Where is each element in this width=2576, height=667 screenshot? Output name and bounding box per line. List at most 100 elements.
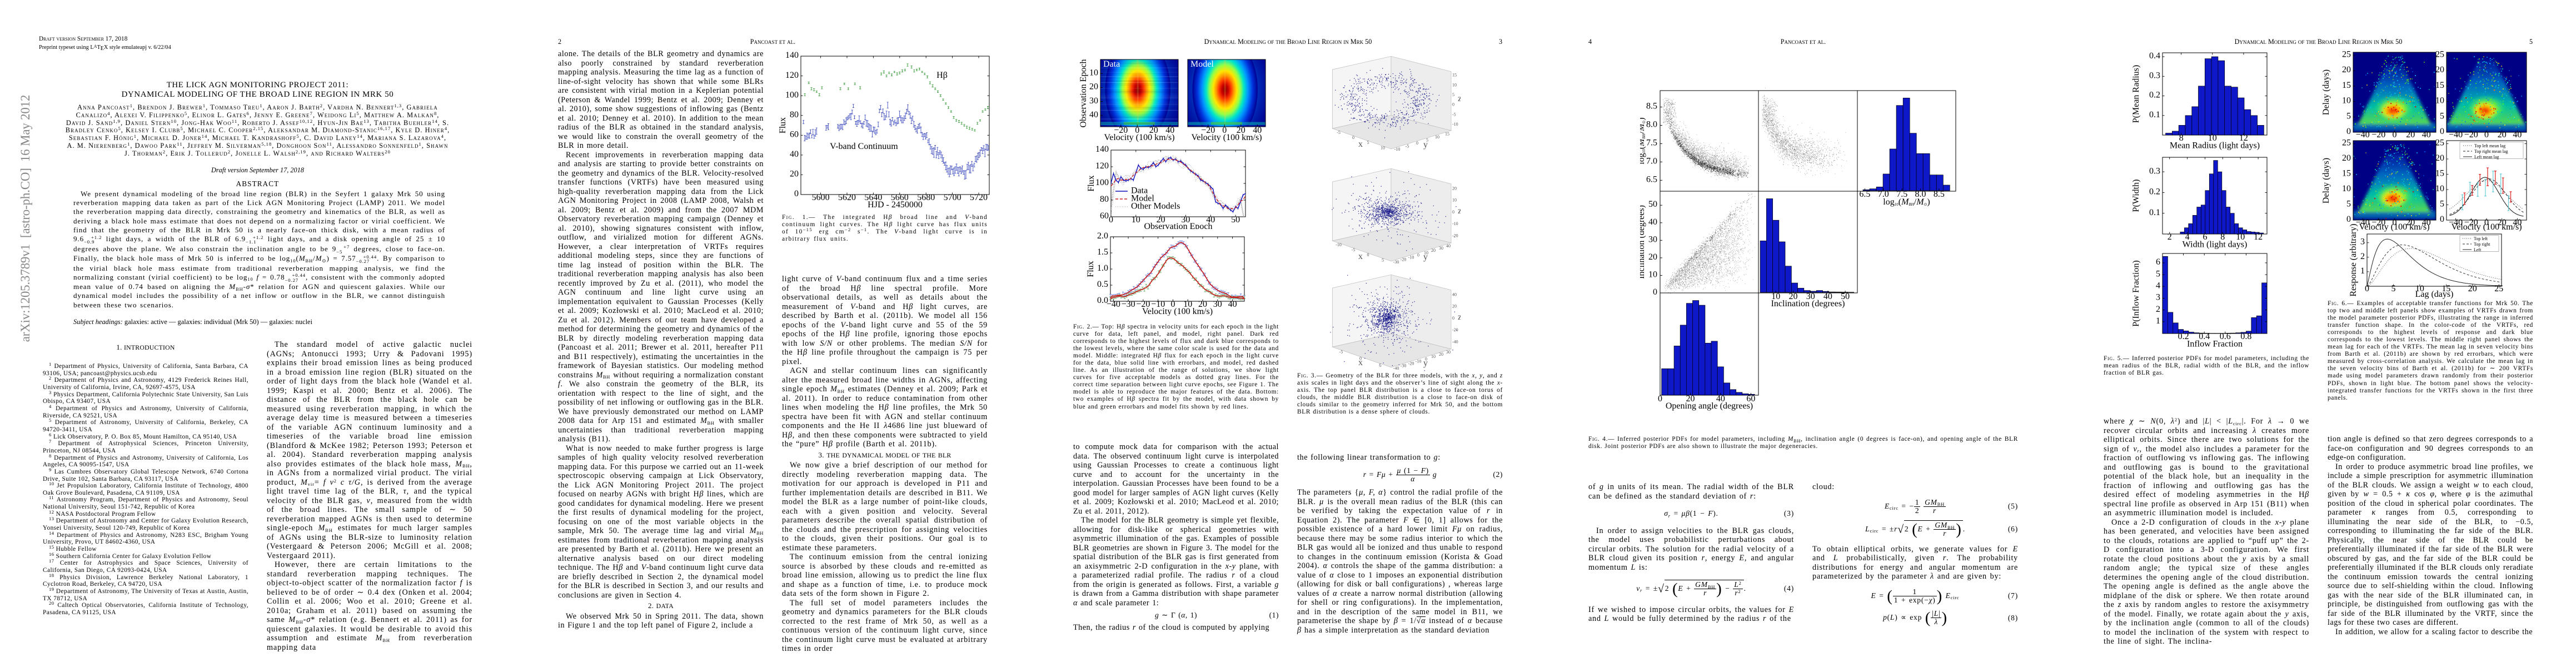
svg-text:0: 0 <box>1352 135 1354 140</box>
svg-text:1: 1 <box>2360 266 2365 276</box>
svg-text:Top left: Top left <box>2474 236 2488 241</box>
svg-text:y: y <box>1423 359 1428 368</box>
svg-text:HJD - 2450000: HJD - 2450000 <box>868 200 923 210</box>
svg-text:0: 0 <box>1171 300 1175 309</box>
svg-text:Top right mean lag: Top right mean lag <box>2474 149 2508 154</box>
svg-text:10: 10 <box>2342 184 2351 193</box>
svg-text:20: 20 <box>2498 218 2507 227</box>
svg-text:5680: 5680 <box>917 193 935 202</box>
svg-text:5: 5 <box>1379 363 1382 368</box>
svg-text:5: 5 <box>1367 140 1369 145</box>
svg-text:0.2: 0.2 <box>2178 332 2189 341</box>
svg-text:40: 40 <box>1446 243 1451 248</box>
svg-text:10: 10 <box>2208 133 2217 143</box>
svg-text:140: 140 <box>785 52 799 60</box>
svg-text:Observation Epoch: Observation Epoch <box>1079 59 1088 127</box>
svg-text:40: 40 <box>2422 130 2431 140</box>
svg-text:-5: -5 <box>1339 350 1343 355</box>
svg-text:Velocity (100 km/s): Velocity (100 km/s) <box>2451 222 2522 232</box>
svg-text:2.0: 2.0 <box>1097 232 1108 241</box>
svg-text:40: 40 <box>1206 215 1215 225</box>
svg-text:−10: −10 <box>1151 300 1165 309</box>
svg-text:15: 15 <box>2435 81 2444 90</box>
svg-text:0: 0 <box>1425 357 1427 362</box>
svg-text:10: 10 <box>1771 292 1780 301</box>
svg-text:2: 2 <box>2360 252 2365 261</box>
svg-text:40: 40 <box>1228 300 1237 309</box>
svg-text:25: 25 <box>2435 138 2444 148</box>
svg-text:0: 0 <box>1452 102 1454 107</box>
svg-text:20: 20 <box>1789 292 1798 301</box>
svg-text:Left: Left <box>2474 247 2482 252</box>
svg-text:-10: -10 <box>1452 122 1458 127</box>
svg-text:-40: -40 <box>1393 366 1399 371</box>
svg-text:50: 50 <box>1841 292 1850 301</box>
svg-text:7.5: 7.5 <box>1646 138 1657 147</box>
svg-text:5: 5 <box>1426 138 1428 143</box>
svg-text:15: 15 <box>2435 169 2444 178</box>
svg-text:0.5: 0.5 <box>1097 280 1108 289</box>
svg-text:0: 0 <box>1359 356 1362 361</box>
svg-text:0: 0 <box>1367 252 1369 257</box>
svg-text:Width (light days): Width (light days) <box>2183 240 2248 250</box>
svg-text:8: 8 <box>2179 133 2184 143</box>
svg-text:0.2: 0.2 <box>2149 187 2160 197</box>
svg-text:P(Inflow Fraction): P(Inflow Fraction) <box>2131 260 2141 327</box>
svg-text:x: x <box>1358 140 1363 149</box>
svg-text:Velocity (100 km/s): Velocity (100 km/s) <box>1191 133 1262 142</box>
svg-text:Other Models: Other Models <box>1131 202 1180 211</box>
svg-text:-10: -10 <box>1416 359 1422 364</box>
svg-text:0.1: 0.1 <box>2149 110 2160 120</box>
svg-text:−40: −40 <box>2449 218 2463 227</box>
svg-text:40: 40 <box>1452 292 1457 297</box>
svg-text:y: y <box>1423 140 1428 150</box>
svg-text:30: 30 <box>1089 96 1098 106</box>
svg-text:4: 4 <box>2185 232 2190 242</box>
svg-text:log10(MBH/M⊙): log10(MBH/M⊙) <box>1883 197 1930 207</box>
svg-text:Hβ: Hβ <box>936 71 948 80</box>
svg-text:30: 30 <box>1181 215 1190 225</box>
svg-text:15: 15 <box>2442 284 2450 293</box>
svg-text:5: 5 <box>2440 200 2444 209</box>
svg-text:60: 60 <box>1100 211 1109 221</box>
svg-text:-30: -30 <box>1401 364 1407 369</box>
svg-text:Velocity (100 km/s): Velocity (100 km/s) <box>1104 133 1174 142</box>
svg-text:-10: -10 <box>1408 255 1414 260</box>
svg-text:50: 50 <box>1648 200 1657 209</box>
svg-text:40: 40 <box>1165 126 1174 135</box>
svg-text:0: 0 <box>2365 284 2369 293</box>
svg-text:40: 40 <box>2513 130 2522 140</box>
svg-text:Inflow Fraction: Inflow Fraction <box>2187 340 2243 349</box>
svg-text:0: 0 <box>2484 218 2489 227</box>
svg-text:0.4: 0.4 <box>2199 332 2210 341</box>
svg-text:2: 2 <box>2156 305 2160 314</box>
svg-text:0: 0 <box>2440 127 2444 136</box>
svg-text:30: 30 <box>1648 235 1657 244</box>
svg-text:15: 15 <box>1445 132 1449 137</box>
svg-text:12: 12 <box>2239 133 2248 143</box>
svg-text:0.4: 0.4 <box>2149 51 2160 61</box>
svg-text:10: 10 <box>1648 270 1657 279</box>
svg-text:Model: Model <box>1190 59 1214 69</box>
svg-text:80: 80 <box>790 110 799 120</box>
svg-text:−40: −40 <box>2449 130 2463 140</box>
svg-text:0.3: 0.3 <box>2149 71 2160 81</box>
svg-text:Velocity (100 km/s): Velocity (100 km/s) <box>1142 307 1213 316</box>
svg-text:0: 0 <box>1222 126 1227 135</box>
svg-text:Delay (days): Delay (days) <box>2321 158 2331 203</box>
svg-text:40: 40 <box>790 150 799 159</box>
svg-text:10: 10 <box>1089 68 1098 77</box>
svg-text:Inclination (degrees): Inclination (degrees) <box>1771 299 1845 308</box>
svg-text:20: 20 <box>2498 130 2507 140</box>
svg-text:5: 5 <box>1452 92 1454 97</box>
svg-text:6: 6 <box>2156 257 2160 267</box>
svg-text:20: 20 <box>1149 126 1158 135</box>
svg-text:10: 10 <box>1381 146 1385 151</box>
svg-text:30: 30 <box>1446 350 1451 355</box>
svg-text:15: 15 <box>1452 73 1457 78</box>
svg-text:Top left mean lag: Top left mean lag <box>2474 143 2505 148</box>
svg-text:10: 10 <box>2415 284 2424 293</box>
svg-text:Observation Epoch: Observation Epoch <box>1144 222 1212 229</box>
svg-text:40: 40 <box>1716 394 1725 404</box>
svg-text:15: 15 <box>2342 81 2351 90</box>
